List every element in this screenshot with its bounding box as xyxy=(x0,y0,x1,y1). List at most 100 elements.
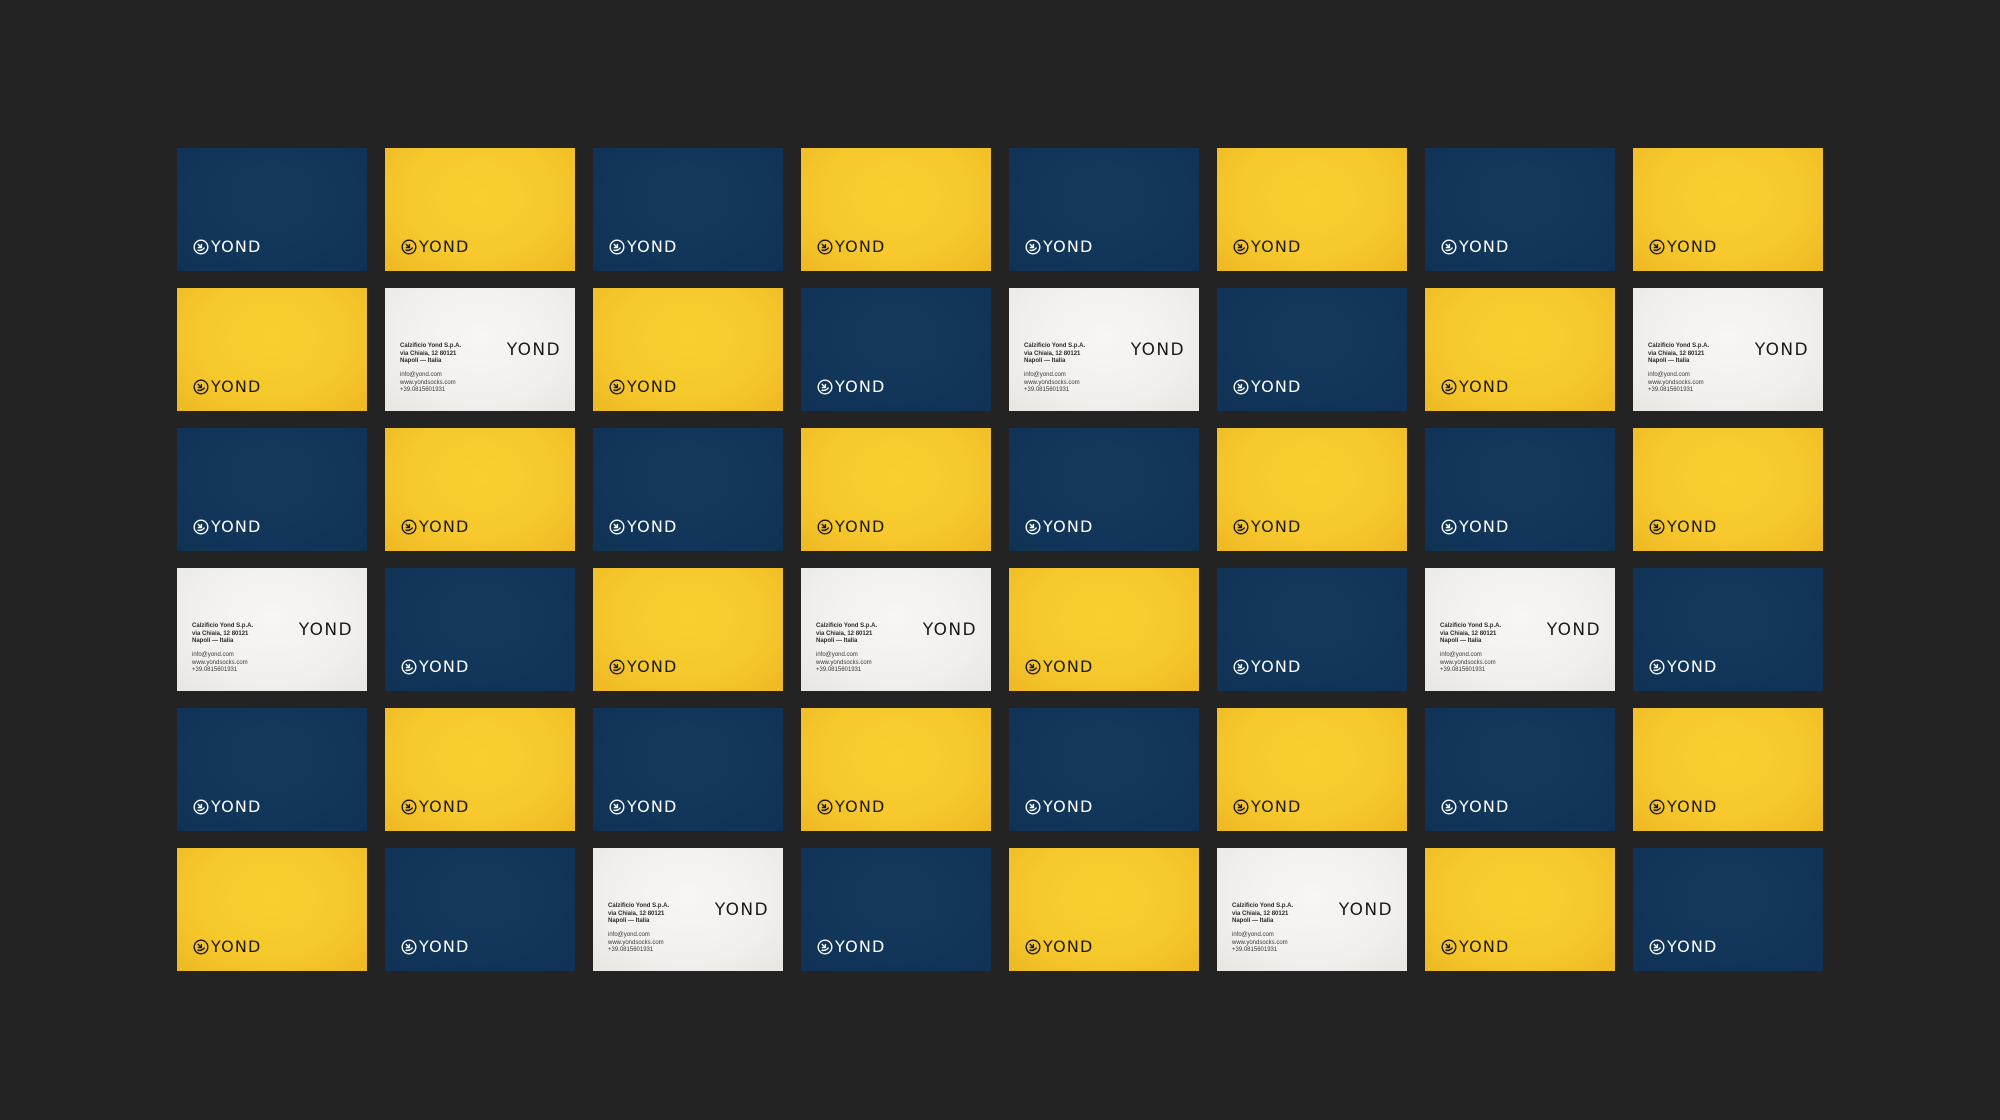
business-card-front: YOND xyxy=(1425,148,1615,271)
business-card-back: Calzificio Yond S.p.A. via Chiaia, 12 80… xyxy=(1217,848,1407,971)
company-name: Calzificio Yond S.p.A. xyxy=(1232,903,1294,909)
company-street: via Chiaia, 12 80121 xyxy=(1024,350,1081,357)
company-city: Napoli — Italia xyxy=(1232,918,1274,924)
business-card-grid: YOND YOND YOND YOND xyxy=(177,148,1823,971)
yond-wordmark: YOND xyxy=(1043,517,1094,536)
company-address: Calzificio Yond S.p.A. via Chiaia, 12 80… xyxy=(816,623,877,646)
yond-logo: YOND xyxy=(193,237,262,257)
yond-logo: YOND xyxy=(817,937,886,957)
company-contacts: info@yond.com www.yondsocks.com +39.0815… xyxy=(400,372,456,395)
yond-logo: YOND xyxy=(609,377,678,397)
yond-wordmark: YOND xyxy=(1667,657,1718,676)
business-card-front: YOND xyxy=(1217,288,1407,411)
yond-arrow-circle-icon xyxy=(1025,239,1041,255)
yond-arrow-circle-icon xyxy=(1025,659,1041,675)
yond-logo: YOND xyxy=(1649,937,1718,957)
business-card-front: YOND xyxy=(385,848,575,971)
company-contacts: info@yond.com www.yondsocks.com +39.0815… xyxy=(1232,932,1288,955)
company-street: via Chiaia, 12 80121 xyxy=(1440,630,1497,637)
yond-arrow-circle-icon xyxy=(1233,799,1249,815)
yond-logo: YOND xyxy=(1441,237,1510,257)
yond-wordmark: YOND xyxy=(1043,657,1094,676)
yond-logo: YOND xyxy=(1233,517,1302,537)
business-card-front: YOND xyxy=(801,848,991,971)
yond-logo: YOND xyxy=(1441,937,1510,957)
company-address: Calzificio Yond S.p.A. via Chiaia, 12 80… xyxy=(192,623,253,646)
yond-arrow-circle-icon xyxy=(1233,519,1249,535)
company-email: info@yond.com xyxy=(1440,652,1482,658)
yond-wordmark: YOND xyxy=(714,900,769,920)
yond-logo: YOND xyxy=(817,377,886,397)
yond-wordmark: YOND xyxy=(1459,517,1510,536)
business-card-front: YOND xyxy=(593,428,783,551)
yond-wordmark: YOND xyxy=(922,620,977,640)
yond-arrow-circle-icon xyxy=(193,239,209,255)
company-website: www.yondsocks.com xyxy=(400,379,456,386)
company-city: Napoli — Italia xyxy=(608,918,650,924)
company-contacts: info@yond.com www.yondsocks.com +39.0815… xyxy=(1440,652,1496,675)
yond-arrow-circle-icon xyxy=(609,519,625,535)
yond-wordmark: YOND xyxy=(835,377,886,396)
yond-logo: YOND xyxy=(1441,517,1510,537)
company-phone: +39.0815601931 xyxy=(608,947,654,953)
business-card-front: YOND xyxy=(1217,568,1407,691)
company-phone: +39.0815601931 xyxy=(1440,667,1486,673)
yond-logo: YOND xyxy=(1025,237,1094,257)
business-card-front: YOND xyxy=(1633,708,1823,831)
company-name: Calzificio Yond S.p.A. xyxy=(1024,343,1086,349)
yond-wordmark: YOND xyxy=(835,517,886,536)
company-phone: +39.0815601931 xyxy=(1024,387,1070,393)
business-card-front: YOND xyxy=(1009,708,1199,831)
yond-arrow-circle-icon xyxy=(1025,799,1041,815)
yond-wordmark: YOND xyxy=(419,657,470,676)
company-name: Calzificio Yond S.p.A. xyxy=(400,343,462,349)
yond-wordmark: YOND xyxy=(419,237,470,256)
yond-arrow-circle-icon xyxy=(817,239,833,255)
company-website: www.yondsocks.com xyxy=(1648,379,1704,386)
business-card-back: Calzificio Yond S.p.A. via Chiaia, 12 80… xyxy=(801,568,991,691)
yond-logo: YOND xyxy=(193,937,262,957)
yond-logo: YOND xyxy=(193,377,262,397)
business-card-front: YOND xyxy=(801,148,991,271)
yond-logo: YOND xyxy=(1025,937,1094,957)
company-street: via Chiaia, 12 80121 xyxy=(400,350,457,357)
business-card-front: YOND xyxy=(1633,148,1823,271)
yond-wordmark: YOND xyxy=(1667,517,1718,536)
business-card-back: Calzificio Yond S.p.A. via Chiaia, 12 80… xyxy=(593,848,783,971)
company-phone: +39.0815601931 xyxy=(1648,387,1694,393)
business-card-front: YOND xyxy=(1217,148,1407,271)
yond-arrow-circle-icon xyxy=(1649,799,1665,815)
company-city: Napoli — Italia xyxy=(1024,358,1066,364)
company-website: www.yondsocks.com xyxy=(1024,379,1080,386)
business-card-front: YOND xyxy=(177,428,367,551)
yond-wordmark: YOND xyxy=(298,620,353,640)
yond-arrow-circle-icon xyxy=(401,939,417,955)
company-email: info@yond.com xyxy=(192,652,234,658)
company-address: Calzificio Yond S.p.A. via Chiaia, 12 80… xyxy=(1440,623,1501,646)
company-name: Calzificio Yond S.p.A. xyxy=(1648,343,1710,349)
business-card-front: YOND xyxy=(1633,568,1823,691)
yond-arrow-circle-icon xyxy=(193,379,209,395)
yond-logo: YOND xyxy=(1233,377,1302,397)
yond-arrow-circle-icon xyxy=(193,519,209,535)
yond-arrow-circle-icon xyxy=(1233,659,1249,675)
yond-wordmark: YOND xyxy=(419,937,470,956)
yond-wordmark: YOND xyxy=(506,340,561,360)
company-phone: +39.0815601931 xyxy=(400,387,446,393)
yond-wordmark: YOND xyxy=(627,657,678,676)
business-card-front: YOND xyxy=(385,148,575,271)
yond-wordmark: YOND xyxy=(835,797,886,816)
company-phone: +39.0815601931 xyxy=(1232,947,1278,953)
yond-wordmark: YOND xyxy=(835,937,886,956)
yond-logo: YOND xyxy=(817,517,886,537)
yond-logo: YOND xyxy=(401,657,470,677)
yond-wordmark: YOND xyxy=(419,517,470,536)
yond-arrow-circle-icon xyxy=(401,239,417,255)
company-address: Calzificio Yond S.p.A. via Chiaia, 12 80… xyxy=(1232,903,1293,926)
yond-logo: YOND xyxy=(1233,237,1302,257)
company-city: Napoli — Italia xyxy=(816,638,858,644)
business-card-front: YOND xyxy=(385,568,575,691)
company-website: www.yondsocks.com xyxy=(816,659,872,666)
yond-wordmark: YOND xyxy=(1667,937,1718,956)
yond-wordmark: YOND xyxy=(1251,517,1302,536)
